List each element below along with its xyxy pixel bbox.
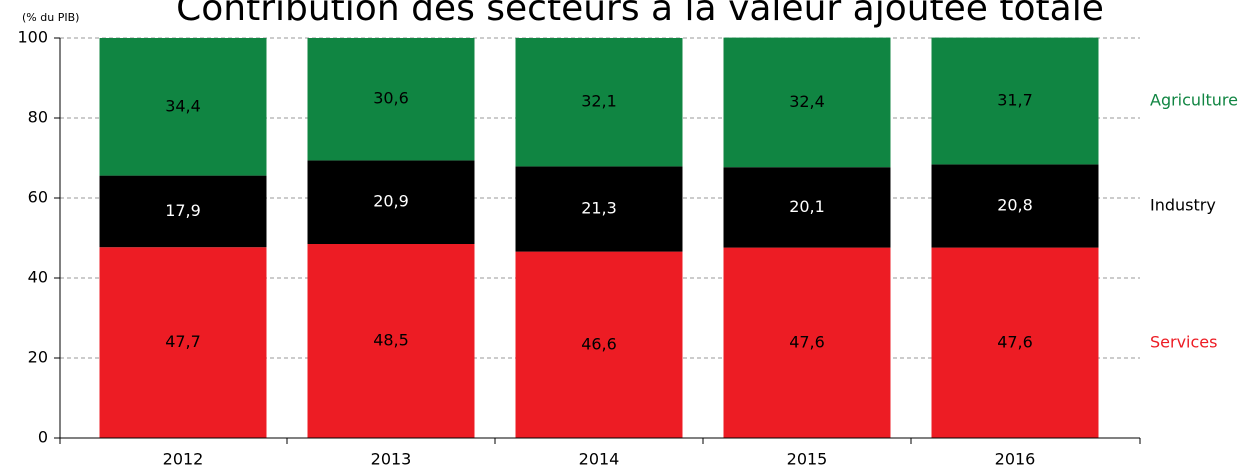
- bar-segment: [99, 247, 267, 438]
- value-label: 17,9: [165, 201, 201, 220]
- value-label: 47,6: [789, 332, 825, 351]
- x-tick-label: 2015: [787, 450, 828, 468]
- value-label: 20,9: [373, 192, 409, 211]
- bar-segment: [515, 166, 683, 252]
- y-tick-label: 80: [28, 108, 48, 127]
- value-label: 31,7: [997, 91, 1033, 110]
- value-label: 30,6: [373, 89, 409, 108]
- value-label: 46,6: [581, 334, 617, 353]
- bar-segment: [931, 164, 1099, 248]
- y-tick-label: 20: [28, 348, 48, 367]
- value-label: 32,1: [581, 92, 617, 111]
- legend-label: Agriculture: [1150, 91, 1238, 110]
- y-tick-label: 60: [28, 188, 48, 207]
- chart-title: Contribution des secteurs à la valeur aj…: [176, 0, 1104, 29]
- value-label: 20,1: [789, 197, 825, 216]
- value-label: 20,8: [997, 196, 1033, 215]
- value-label: 21,3: [581, 199, 617, 218]
- bar-segment: [515, 251, 683, 438]
- y-axis-label: (% du PIB): [22, 11, 79, 24]
- value-label: 34,4: [165, 96, 201, 115]
- bar-segment: [99, 38, 267, 176]
- value-label: 32,4: [789, 92, 825, 111]
- bar-segment: [307, 160, 475, 244]
- x-tick-label: 2014: [579, 450, 620, 468]
- bar-segment: [307, 244, 475, 438]
- x-tick-label: 2016: [995, 450, 1036, 468]
- bar-segment: [931, 37, 1099, 165]
- bar-segment: [307, 38, 475, 161]
- bar-segment: [931, 247, 1099, 438]
- legend-label: Industry: [1150, 196, 1216, 215]
- y-tick-label: 0: [38, 428, 48, 447]
- bar-segment: [723, 37, 891, 168]
- y-tick-label: 100: [17, 28, 48, 47]
- value-label: 48,5: [373, 331, 409, 350]
- bar-segment: [723, 167, 891, 248]
- bar-segment: [515, 38, 683, 167]
- y-tick-label: 40: [28, 268, 48, 287]
- value-label: 47,6: [997, 332, 1033, 351]
- value-label: 47,7: [165, 332, 201, 351]
- x-tick-label: 2012: [163, 450, 204, 468]
- x-tick-label: 2013: [371, 450, 412, 468]
- bar-segment: [723, 247, 891, 438]
- bar-segment: [99, 175, 267, 248]
- legend-label: Services: [1150, 332, 1217, 351]
